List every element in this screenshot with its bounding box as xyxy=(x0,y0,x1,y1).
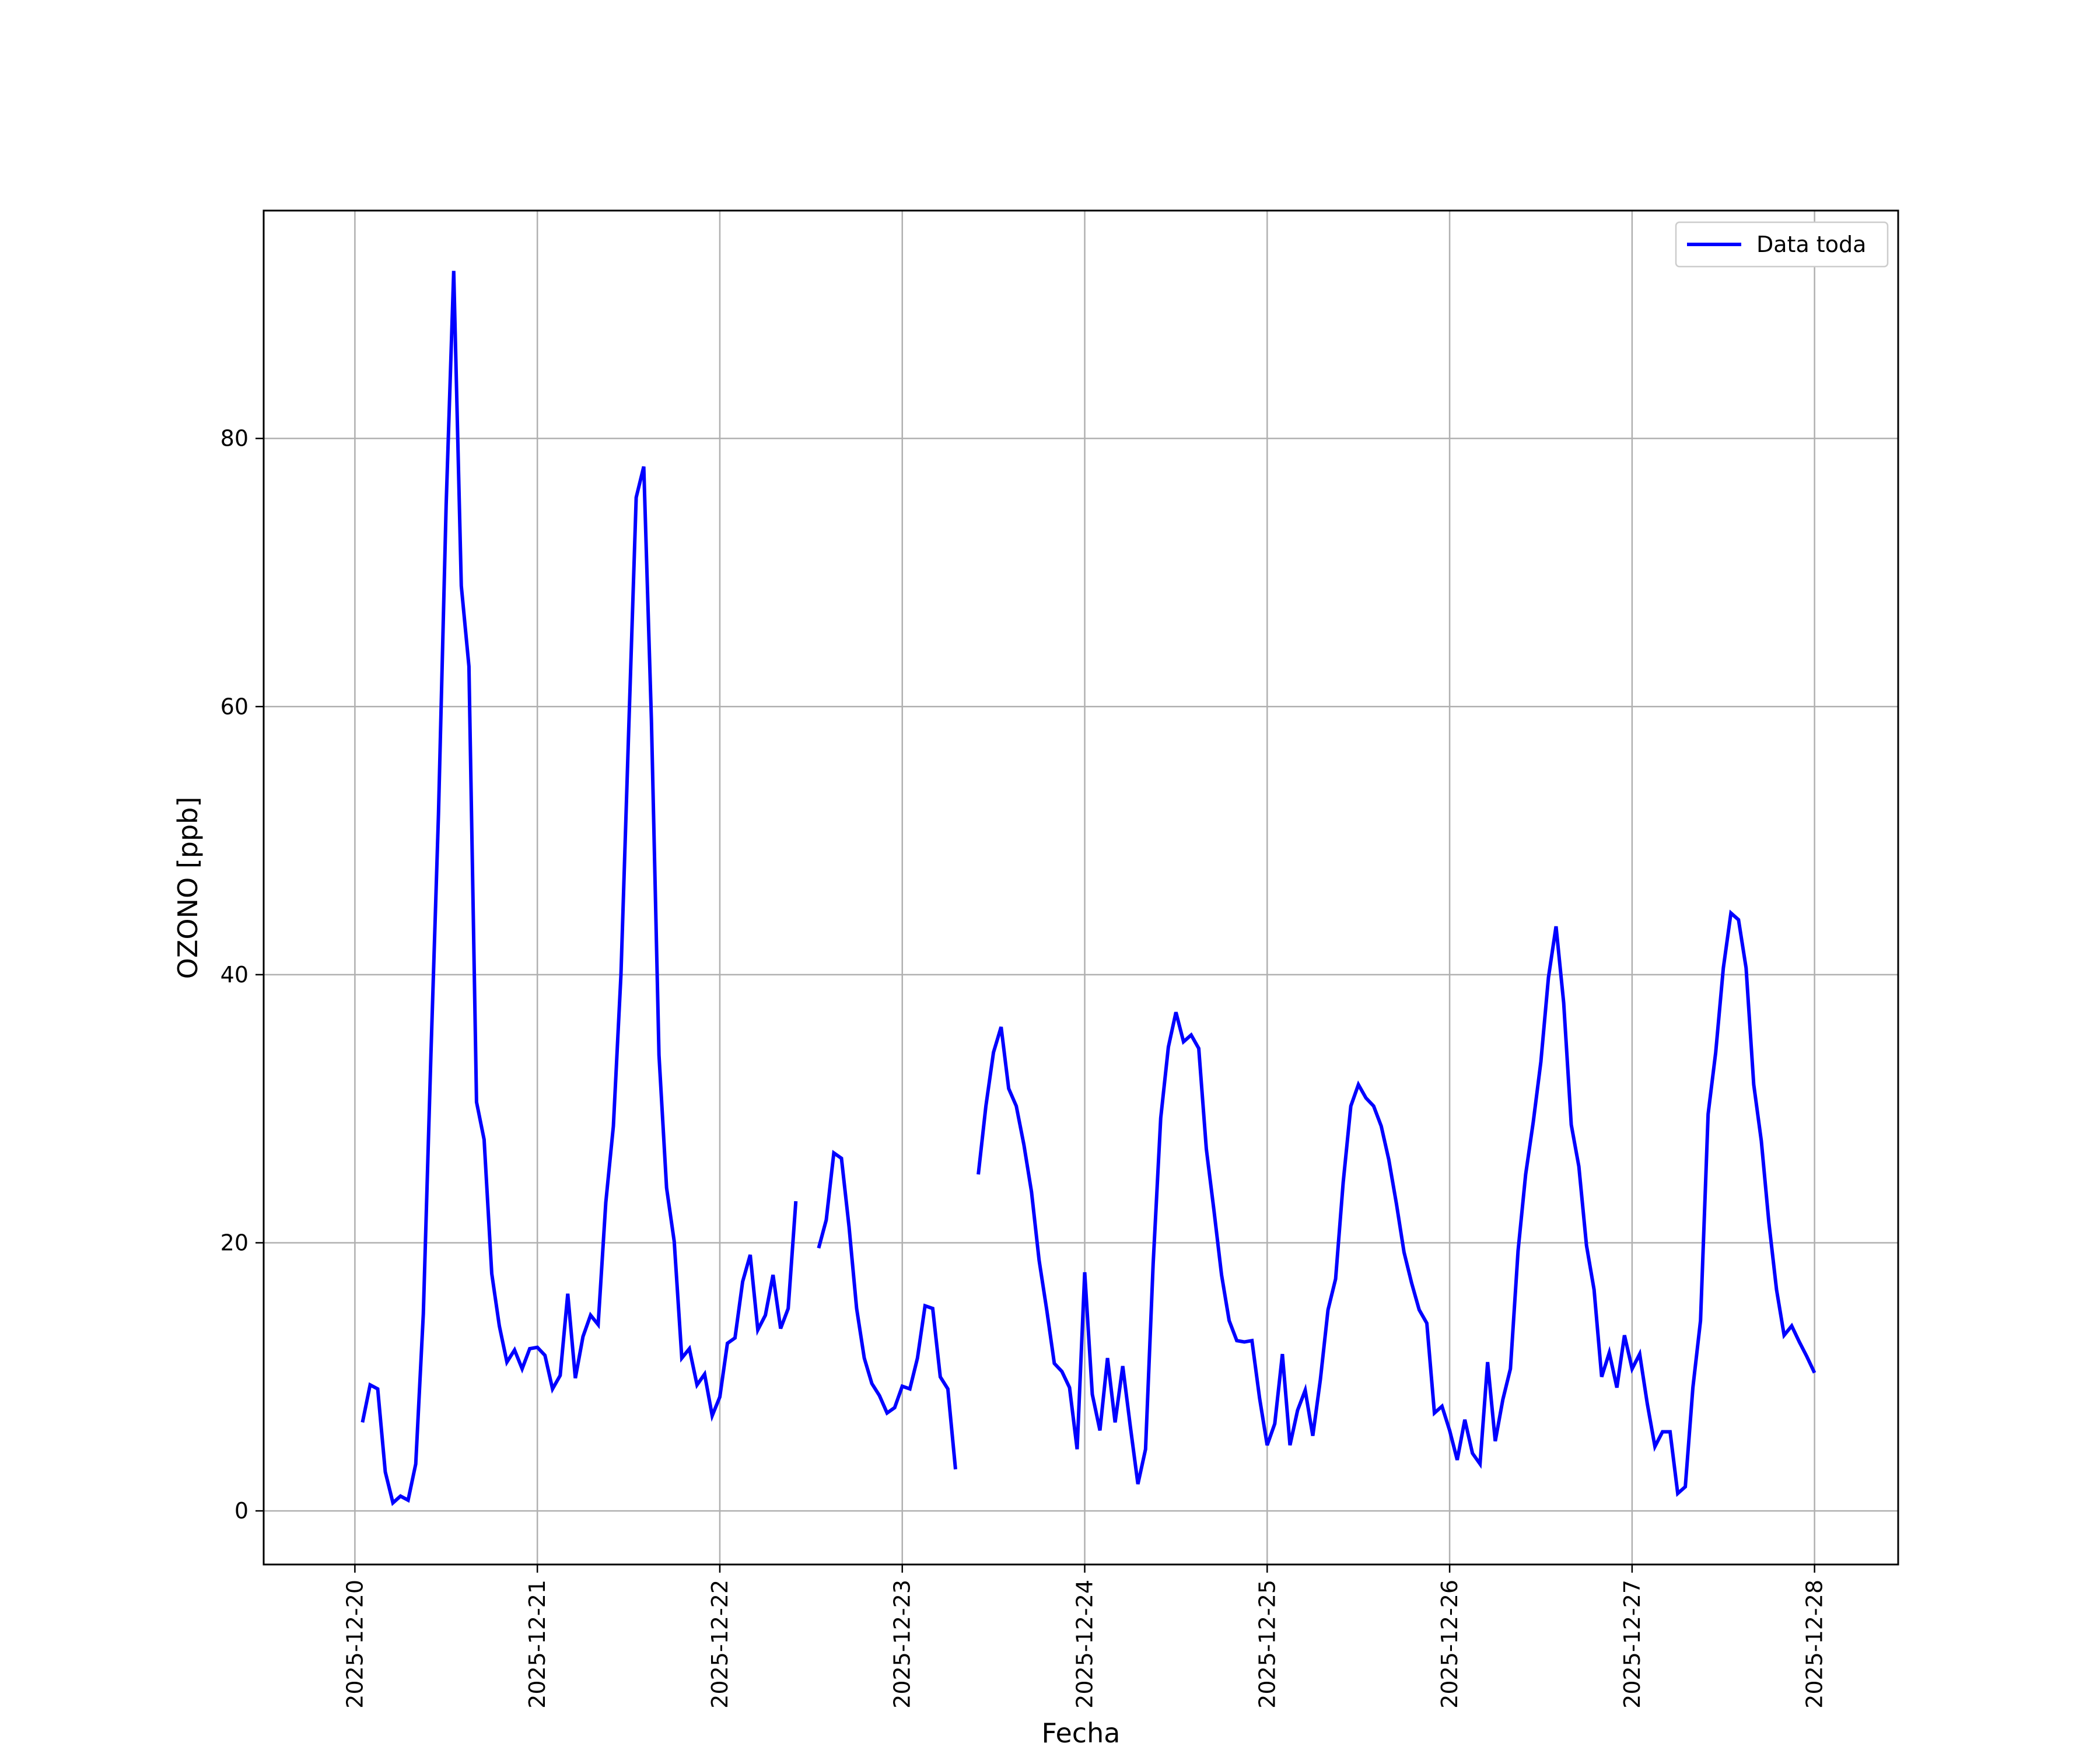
x-tick-label: 2025-12-23 xyxy=(890,1580,915,1709)
y-tick-label: 60 xyxy=(220,694,249,719)
x-axis-label: Fecha xyxy=(1042,1717,1121,1749)
series-line-segment xyxy=(817,1150,957,1470)
series-line-segment xyxy=(360,271,798,1506)
x-tick-label: 2025-12-27 xyxy=(1619,1580,1645,1709)
x-tick-label: 2025-12-21 xyxy=(524,1580,550,1709)
plot-frame xyxy=(262,209,1899,1566)
legend: Data toda xyxy=(1675,221,1889,268)
x-tick-label: 2025-12-22 xyxy=(707,1580,733,1709)
y-tick-label: 80 xyxy=(220,426,249,452)
legend-box xyxy=(1675,221,1889,268)
y-tick-label: 0 xyxy=(235,1498,249,1524)
axis-ticks xyxy=(256,438,1815,1573)
x-tick-label: 2025-12-24 xyxy=(1072,1580,1098,1709)
y-axis-label: OZONO [ppb] xyxy=(172,797,204,979)
x-tick-label: 2025-12-20 xyxy=(342,1580,368,1709)
tick-labels: 2025-12-20 2025-12-21 2025-12-22 2025-12-23… xyxy=(220,426,1828,1709)
series-layer xyxy=(360,271,1817,1506)
legend-entry-label: Data toda xyxy=(1756,232,1866,257)
x-tick-label: 2025-12-26 xyxy=(1437,1580,1462,1709)
grid-lines xyxy=(264,211,1898,1564)
y-tick-label: 20 xyxy=(220,1230,249,1255)
y-tick-label: 40 xyxy=(220,962,249,988)
series-line-segment xyxy=(977,909,1817,1497)
x-tick-label: 2025-12-25 xyxy=(1254,1580,1280,1709)
x-tick-label: 2025-12-28 xyxy=(1802,1580,1828,1709)
